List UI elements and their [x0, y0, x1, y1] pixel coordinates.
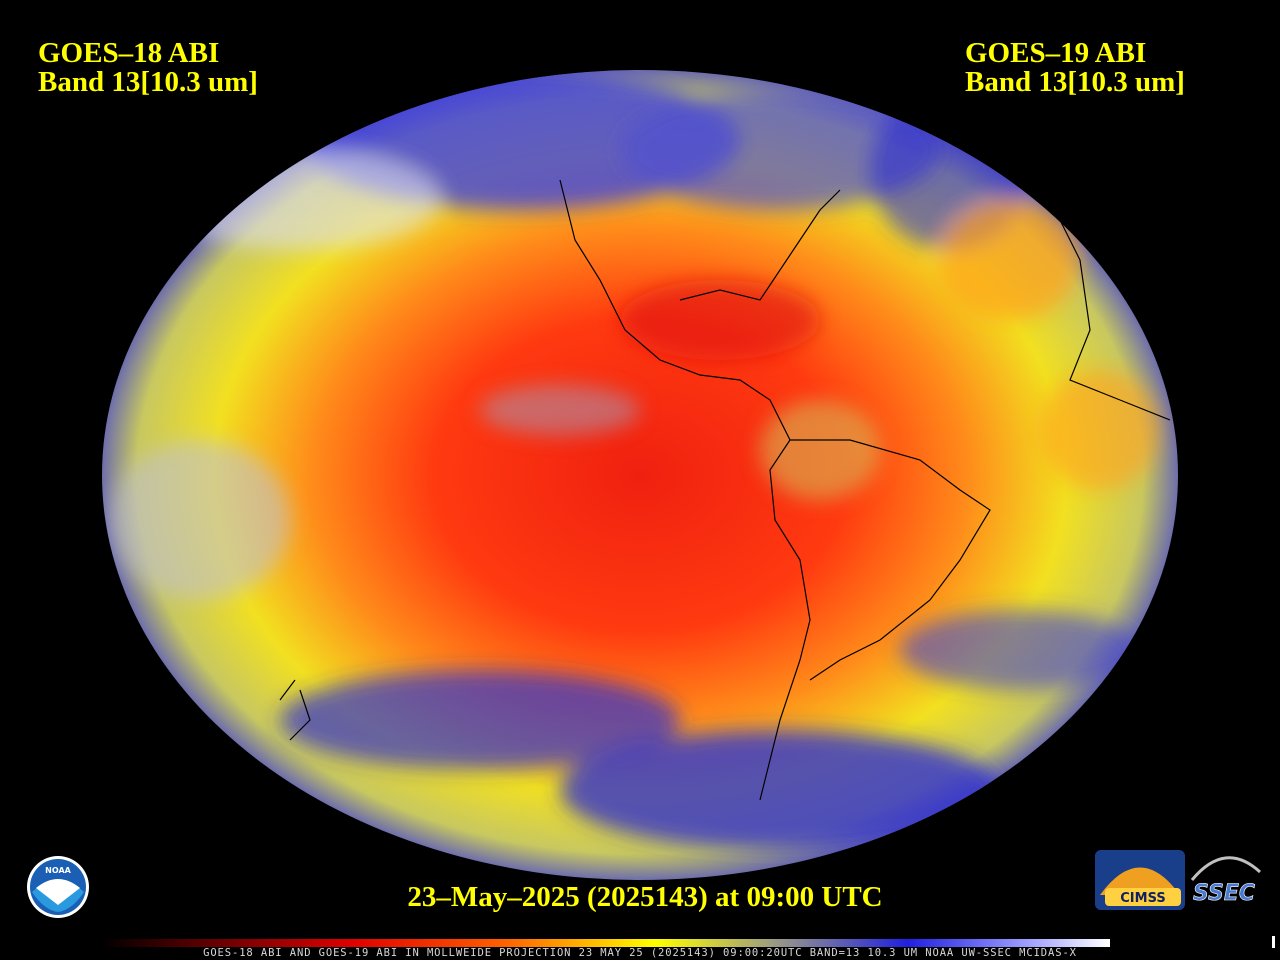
color-bar	[100, 939, 1110, 947]
ssec-logo: SSEC	[1190, 856, 1262, 906]
ssec-text: SSEC	[1193, 881, 1255, 906]
right-band: Band 13[10.3 um]	[965, 66, 1185, 98]
noaa-logo: NOAA	[27, 856, 89, 918]
ssec-arc	[1190, 856, 1262, 881]
globe	[102, 70, 1178, 880]
timestamp: 23–May–2025 (2025143) at 09:00 UTC	[407, 881, 882, 913]
cimss-label-bg	[1105, 888, 1181, 906]
corner-mark	[1272, 936, 1275, 948]
left-satellite: GOES–18 ABI	[38, 37, 219, 69]
right-satellite: GOES–19 ABI	[965, 37, 1146, 69]
cloud-features	[110, 70, 1160, 850]
noaa-bird	[36, 879, 80, 905]
left-band: Band 13[10.3 um]	[38, 66, 258, 98]
coastlines	[279, 179, 1171, 801]
cimss-logo: CIMSS	[1095, 850, 1185, 910]
noaa-text: NOAA	[45, 866, 71, 875]
footer-text: GOES-18 ABI AND GOES-19 ABI IN MOLLWEIDE…	[203, 947, 1077, 959]
cimss-text: CIMSS	[1120, 891, 1165, 906]
